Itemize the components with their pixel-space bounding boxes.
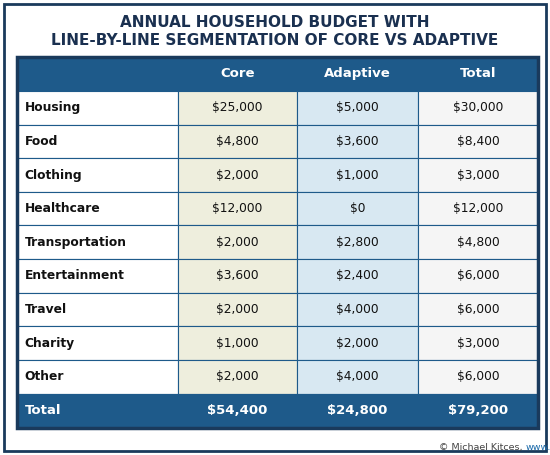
Bar xyxy=(418,394,538,428)
Text: $4,000: $4,000 xyxy=(336,370,379,383)
Bar xyxy=(178,259,297,293)
Bar xyxy=(178,158,297,192)
Bar xyxy=(16,226,178,259)
Bar xyxy=(178,125,297,158)
Bar xyxy=(178,394,297,428)
Text: $2,400: $2,400 xyxy=(336,269,379,283)
Text: $6,000: $6,000 xyxy=(456,269,499,283)
Bar xyxy=(16,360,178,394)
Bar xyxy=(297,158,418,192)
Bar xyxy=(418,360,538,394)
Bar xyxy=(297,91,418,125)
Bar xyxy=(418,293,538,326)
Text: $2,000: $2,000 xyxy=(216,168,259,182)
Text: Transportation: Transportation xyxy=(25,236,127,249)
Text: $4,800: $4,800 xyxy=(216,135,259,148)
Text: $12,000: $12,000 xyxy=(453,202,503,215)
Text: $2,800: $2,800 xyxy=(336,236,379,249)
Text: $4,800: $4,800 xyxy=(456,236,499,249)
Bar xyxy=(16,259,178,293)
Text: $3,000: $3,000 xyxy=(456,337,499,349)
Bar xyxy=(178,326,297,360)
Bar xyxy=(297,293,418,326)
Bar xyxy=(178,91,297,125)
Bar xyxy=(418,326,538,360)
Bar xyxy=(418,226,538,259)
Bar xyxy=(418,192,538,226)
Text: $2,000: $2,000 xyxy=(336,337,379,349)
Bar xyxy=(297,57,418,91)
Text: Other: Other xyxy=(25,370,64,383)
Bar xyxy=(418,57,538,91)
Text: Food: Food xyxy=(25,135,58,148)
Bar xyxy=(178,360,297,394)
Text: $1,000: $1,000 xyxy=(216,337,259,349)
Text: $79,200: $79,200 xyxy=(448,404,508,417)
Text: $2,000: $2,000 xyxy=(216,370,259,383)
Text: Total: Total xyxy=(460,67,496,81)
Text: Total: Total xyxy=(25,404,62,417)
Bar xyxy=(178,226,297,259)
Bar xyxy=(178,293,297,326)
Text: Travel: Travel xyxy=(25,303,67,316)
Text: © Michael Kitces,: © Michael Kitces, xyxy=(439,443,525,452)
Bar xyxy=(16,91,178,125)
Text: $6,000: $6,000 xyxy=(456,303,499,316)
Bar xyxy=(297,259,418,293)
Bar xyxy=(16,125,178,158)
Bar xyxy=(297,125,418,158)
Text: Entertainment: Entertainment xyxy=(25,269,125,283)
Text: $3,000: $3,000 xyxy=(456,168,499,182)
Bar xyxy=(297,326,418,360)
Text: Core: Core xyxy=(221,67,255,81)
Text: $54,400: $54,400 xyxy=(207,404,268,417)
Text: LINE-BY-LINE SEGMENTATION OF CORE VS ADAPTIVE: LINE-BY-LINE SEGMENTATION OF CORE VS ADA… xyxy=(51,33,499,47)
Bar xyxy=(297,192,418,226)
Text: www.kitces.com: www.kitces.com xyxy=(525,443,550,452)
Text: ANNUAL HOUSEHOLD BUDGET WITH: ANNUAL HOUSEHOLD BUDGET WITH xyxy=(120,15,430,30)
Text: Adaptive: Adaptive xyxy=(324,67,391,81)
Text: $3,600: $3,600 xyxy=(216,269,259,283)
Bar xyxy=(178,57,297,91)
Text: $6,000: $6,000 xyxy=(456,370,499,383)
Bar xyxy=(297,226,418,259)
Bar xyxy=(297,394,418,428)
Bar xyxy=(178,192,297,226)
Bar xyxy=(16,293,178,326)
Text: $2,000: $2,000 xyxy=(216,236,259,249)
Text: $1,000: $1,000 xyxy=(336,168,379,182)
Bar xyxy=(16,57,538,428)
Bar xyxy=(16,158,178,192)
Text: Clothing: Clothing xyxy=(25,168,82,182)
Text: Healthcare: Healthcare xyxy=(25,202,101,215)
Text: $8,400: $8,400 xyxy=(456,135,499,148)
Bar xyxy=(418,158,538,192)
Text: $24,800: $24,800 xyxy=(327,404,388,417)
Text: $0: $0 xyxy=(350,202,365,215)
Bar xyxy=(418,259,538,293)
Bar xyxy=(16,57,178,91)
Bar xyxy=(297,360,418,394)
Text: $4,000: $4,000 xyxy=(336,303,379,316)
Bar xyxy=(16,192,178,226)
Bar xyxy=(16,326,178,360)
Text: Charity: Charity xyxy=(25,337,75,349)
Text: Housing: Housing xyxy=(25,101,81,114)
Text: $3,600: $3,600 xyxy=(336,135,379,148)
Text: $5,000: $5,000 xyxy=(336,101,379,114)
Bar xyxy=(418,91,538,125)
Text: $2,000: $2,000 xyxy=(216,303,259,316)
Text: $25,000: $25,000 xyxy=(212,101,263,114)
Bar xyxy=(16,394,178,428)
Text: $30,000: $30,000 xyxy=(453,101,503,114)
Bar xyxy=(418,125,538,158)
Text: $12,000: $12,000 xyxy=(212,202,263,215)
